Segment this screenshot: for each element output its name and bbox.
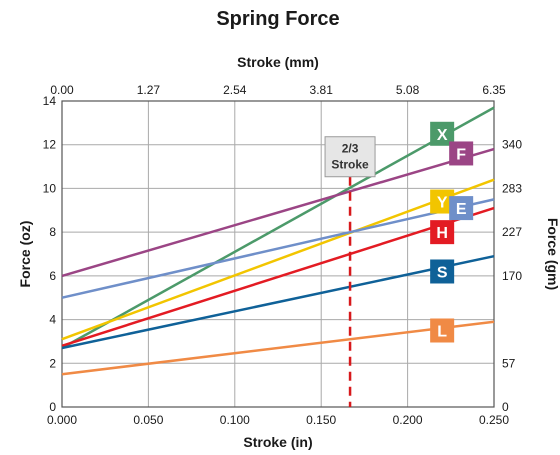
series-badge-label: L [437, 324, 447, 341]
x2-tick-label: 0.00 [50, 83, 74, 97]
y-tick-label: 2 [49, 356, 56, 370]
x-tick-label: 0.250 [479, 413, 509, 427]
series-badge-label: S [437, 264, 448, 281]
series-line-s [61, 254, 495, 350]
y-tick-label: 6 [49, 269, 56, 283]
series-badge-e [449, 196, 474, 221]
y-tick-label: 10 [43, 181, 57, 195]
y-tick-label: 12 [43, 138, 57, 152]
x2-tick-label: 6.35 [482, 83, 506, 97]
chart-title: Spring Force [216, 8, 339, 30]
y2-tick-label: 57 [502, 356, 516, 370]
plot-frame [61, 100, 495, 408]
x2-tick-label: 5.08 [396, 83, 420, 97]
x-tick-label: 0.200 [393, 413, 423, 427]
series-badge-l [430, 318, 455, 343]
x2-tick-label: 1.27 [137, 83, 161, 97]
series-line-h [61, 206, 495, 347]
callout-box [324, 136, 376, 178]
bottom-axis-title: Stroke (in) [243, 434, 312, 450]
series-badges: XF Y EH S L [430, 121, 474, 343]
series-line-x [61, 106, 495, 350]
y2-tick-label: 170 [502, 269, 522, 283]
series-line-f [61, 147, 495, 278]
y-tick-label: 14 [43, 94, 57, 108]
y-tick-label: 4 [49, 313, 56, 327]
series-badge-label: X [437, 127, 448, 144]
y-tick-label: 8 [49, 225, 56, 239]
y-tick-label: 0 [49, 400, 56, 414]
series-badge-h [430, 220, 455, 245]
y2-tick-label: 283 [502, 181, 522, 195]
series-badge-f [449, 141, 474, 166]
grid [61, 100, 495, 408]
y2-tick-label: 0 [502, 400, 509, 414]
two-thirds-stroke-annotation: 2/3 Stroke [324, 136, 376, 407]
callout-label-line2: Stroke [331, 158, 369, 172]
x2-tick-label: 3.81 [310, 83, 334, 97]
series-badge-label: F [456, 146, 466, 163]
x-tick-label: 0.050 [133, 413, 163, 427]
y2-tick-label: 227 [502, 225, 522, 239]
x2-tick-label: 2.54 [223, 83, 247, 97]
series-badge-label: Y [437, 195, 448, 212]
series-line-y [61, 178, 495, 341]
series-badge-label: H [436, 225, 448, 242]
x-tick-label: 0.100 [220, 413, 250, 427]
series-badge-label: E [456, 201, 467, 218]
x-tick-label: 0.150 [306, 413, 336, 427]
series-line-e [61, 198, 495, 299]
tick-labels: 0.000 0.050 0.100 0.150 0.200 0.250 0.00 1.27 2.… [43, 83, 523, 427]
left-axis-title: Force (oz) [17, 221, 33, 288]
y2-tick-label: 340 [502, 138, 522, 152]
series-line-l [61, 320, 495, 376]
series-lines [61, 106, 495, 376]
series-badge-x [430, 121, 455, 146]
right-axis-title: Force (gm) [545, 218, 560, 290]
top-axis-title: Stroke (mm) [237, 54, 319, 70]
series-badge-s [430, 259, 455, 284]
x-tick-label: 0.000 [47, 413, 77, 427]
callout-label-line1: 2/3 [342, 142, 359, 156]
